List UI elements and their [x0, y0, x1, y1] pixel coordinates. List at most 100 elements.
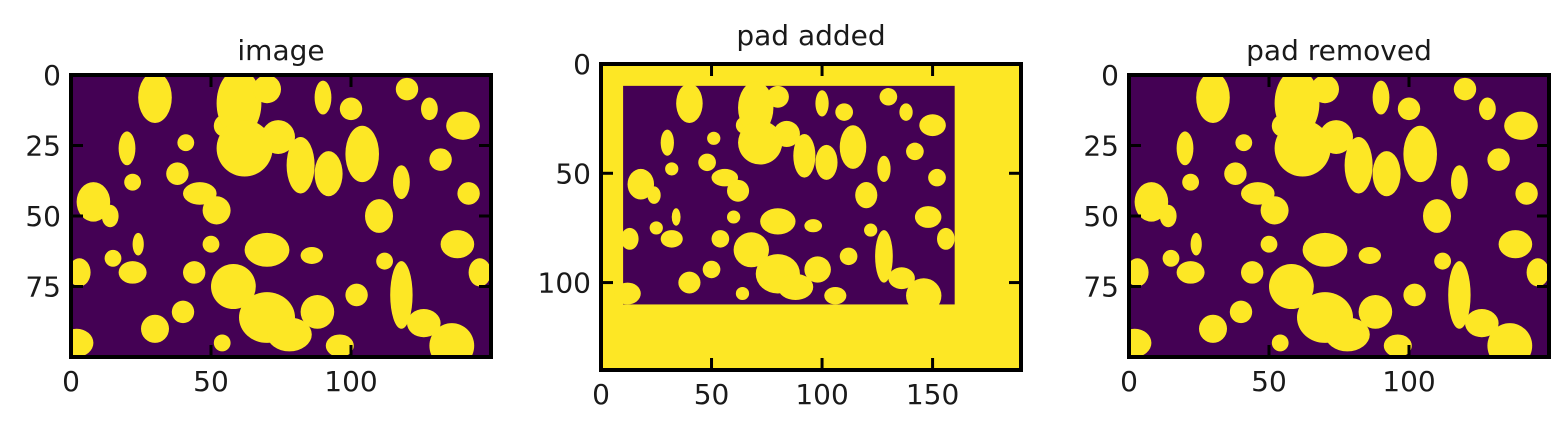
blob: [671, 208, 681, 226]
blob: [1302, 232, 1348, 267]
blob: [390, 261, 413, 329]
blob: [1319, 120, 1353, 154]
x-tick-label: 150: [906, 378, 959, 411]
blob: [183, 261, 206, 284]
blob: [141, 314, 169, 343]
blob: [71, 328, 94, 357]
blob: [760, 208, 796, 235]
heatmap-pad-removed: [1129, 75, 1549, 357]
blob: [735, 286, 750, 301]
blob: [727, 210, 741, 224]
y-tick-label: 50: [555, 157, 591, 190]
blob: [253, 75, 281, 104]
blob: [1504, 111, 1538, 140]
y-tick-label: 0: [43, 59, 61, 92]
blob: [1372, 151, 1401, 197]
x-tick-label: 50: [1251, 365, 1287, 398]
blob: [468, 258, 491, 287]
x-tick-label: 100: [324, 365, 377, 398]
blob: [676, 83, 703, 124]
blob: [804, 219, 823, 233]
panel-title-pad-removed: pad removed: [1246, 34, 1432, 67]
blob: [104, 249, 122, 267]
x-tick-label: 50: [193, 365, 229, 398]
x-tick-label: 0: [62, 365, 80, 398]
axis-ticks: 0 50 100 150 0 50 100: [538, 48, 1021, 411]
blob: [1271, 334, 1289, 352]
x-tick-label: 0: [592, 378, 610, 411]
blob: [1479, 97, 1496, 121]
blob: [906, 142, 924, 161]
blob: [738, 81, 774, 134]
blob: [1159, 204, 1177, 228]
blob: [1190, 232, 1202, 256]
blob: [733, 232, 769, 268]
blob: [888, 267, 915, 290]
blob: [171, 300, 195, 324]
blob: [1129, 258, 1149, 287]
blob: [202, 196, 231, 225]
blob: [1325, 317, 1370, 352]
blob: [429, 148, 452, 171]
blob: [118, 261, 147, 284]
blob: [665, 162, 679, 176]
blob: [647, 186, 661, 204]
blob: [314, 80, 332, 115]
x-tick-label: 50: [694, 378, 730, 411]
blob: [407, 309, 441, 338]
blob: [457, 182, 480, 205]
blob: [937, 227, 955, 250]
blob: [1260, 235, 1278, 253]
blob: [660, 230, 683, 248]
blob: [339, 97, 363, 121]
blob: [1176, 261, 1205, 284]
y-tick-label: 50: [25, 200, 61, 233]
blob: [919, 114, 946, 137]
blob: [429, 323, 475, 357]
blob: [815, 90, 829, 117]
y-tick-label: 0: [1101, 59, 1119, 92]
blob: [1403, 283, 1426, 307]
y-tick-label: 75: [25, 271, 61, 304]
blob: [793, 133, 816, 178]
blob: [1423, 199, 1451, 233]
blob: [71, 258, 91, 287]
blob: [864, 223, 878, 237]
blob: [835, 103, 853, 121]
blob: [906, 278, 942, 314]
y-tick-label: 50: [1083, 200, 1119, 233]
blob: [138, 75, 172, 123]
blob: [1403, 125, 1437, 183]
blob: [118, 131, 136, 166]
blob: [202, 235, 220, 253]
axes-frame: [599, 62, 1023, 372]
blob: [1526, 258, 1549, 287]
blob: [345, 125, 380, 183]
blob: [1487, 323, 1533, 357]
blob: [1196, 75, 1230, 123]
blob: [1434, 252, 1451, 270]
panel-title-pad-added: pad added: [736, 19, 885, 52]
y-tick-label: 25: [1083, 130, 1119, 163]
blob: [875, 230, 893, 283]
blob: [899, 103, 913, 121]
blob: [446, 111, 480, 140]
blob: [879, 88, 898, 106]
y-tick-label: 100: [538, 267, 591, 300]
blob: [393, 165, 410, 200]
x-tick-label: 100: [1382, 365, 1435, 398]
blob: [839, 247, 858, 266]
blob: [766, 85, 789, 108]
blob: [914, 206, 942, 228]
blob: [1260, 196, 1289, 225]
blob: [1134, 182, 1169, 222]
blob: [300, 294, 335, 329]
blob: [267, 317, 312, 352]
blob: [1129, 328, 1152, 357]
blob: [1274, 120, 1331, 177]
blob: [877, 155, 891, 183]
blob: [1311, 75, 1339, 104]
blob: [1515, 182, 1538, 205]
blob: [1241, 261, 1264, 284]
